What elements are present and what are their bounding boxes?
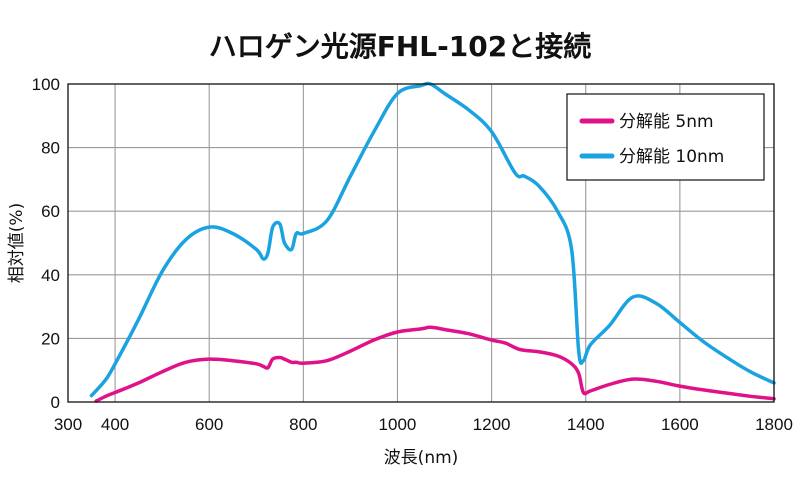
- y-axis-label: 相対値(%): [7, 203, 27, 283]
- tick-labels: 300 400 600 800 1000 1200 1400 1600 1800 0 20 40 60 8…: [32, 75, 793, 434]
- y-tick-label: 60: [41, 202, 60, 221]
- x-tick-label: 1800: [755, 415, 793, 434]
- x-tick-label: 1200: [473, 415, 511, 434]
- series-line-resolution-5nm: [94, 325, 776, 403]
- x-tick-label: 1000: [379, 415, 417, 434]
- series-lines: [89, 81, 776, 403]
- chart-title: ハロゲン光源FHL-102と接続: [209, 30, 591, 63]
- legend: 分解能 5nm 分解能 10nm: [566, 93, 765, 181]
- x-tick-label: 400: [101, 415, 129, 434]
- x-tick-label: 600: [195, 415, 223, 434]
- y-tick-label: 20: [41, 329, 60, 348]
- plot-frame: [67, 83, 775, 403]
- legend-label-resolution-5nm: 分解能 5nm: [619, 112, 714, 132]
- y-tick-label: 40: [41, 266, 60, 285]
- y-tick-label: 80: [41, 139, 60, 158]
- y-tick-label: 0: [51, 393, 60, 412]
- x-tick-label: 1400: [567, 415, 605, 434]
- x-tick-label: 800: [289, 415, 317, 434]
- series-line-resolution-10nm: [89, 81, 776, 398]
- y-tick-label: 100: [32, 75, 60, 94]
- x-tick-label: 1600: [661, 415, 699, 434]
- x-tick-label: 300: [54, 415, 82, 434]
- legend-box: [566, 93, 765, 181]
- x-axis-label: 波長(nm): [384, 448, 459, 468]
- legend-label-resolution-10nm: 分解能 10nm: [619, 147, 724, 167]
